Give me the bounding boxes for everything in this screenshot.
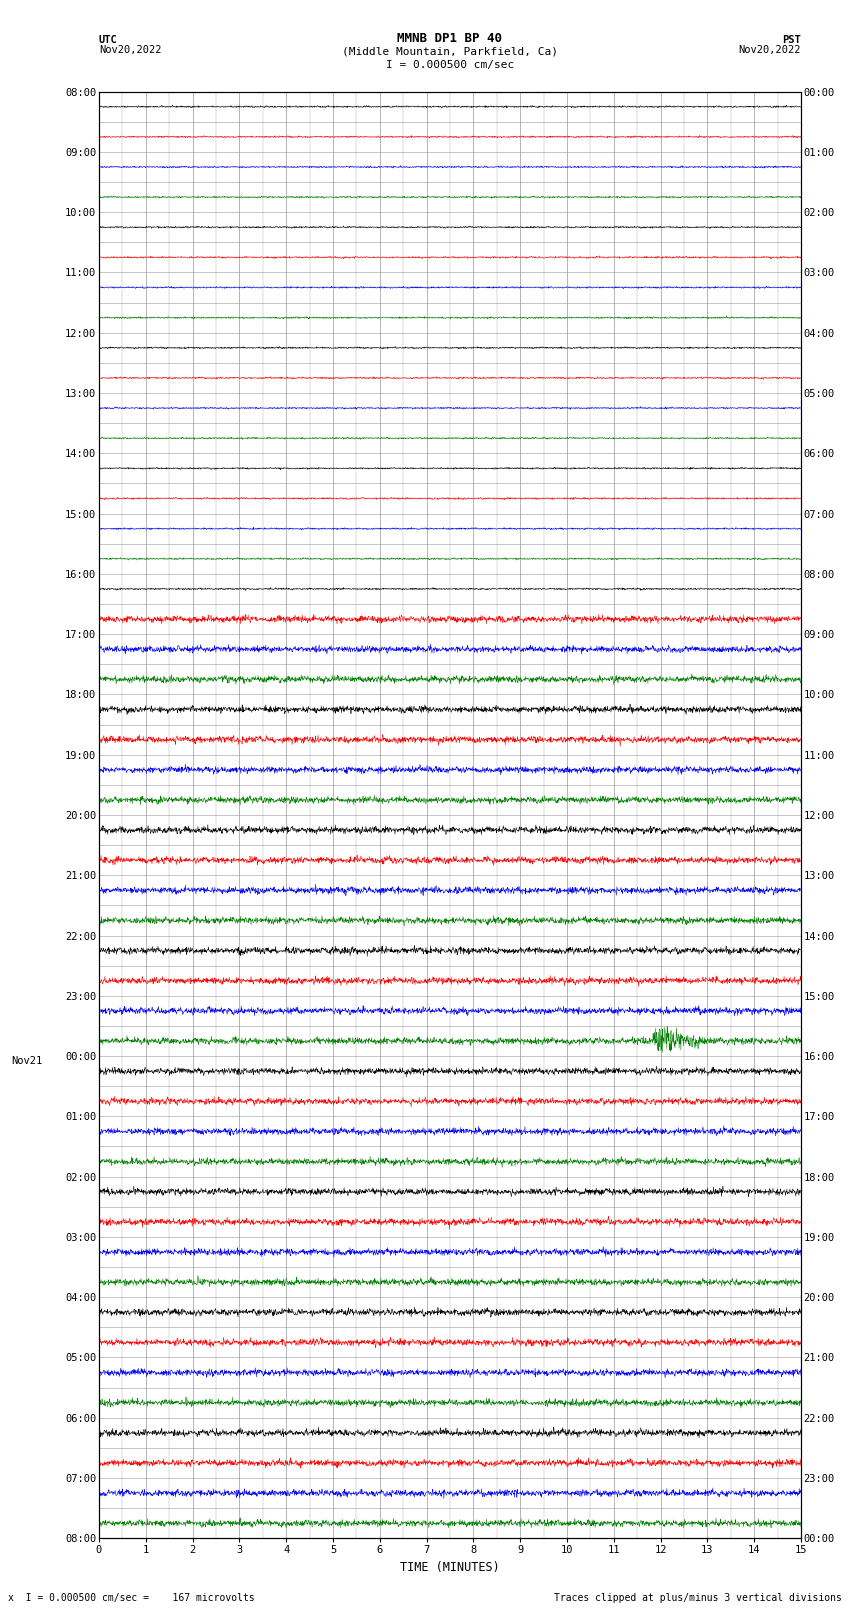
X-axis label: TIME (MINUTES): TIME (MINUTES) [400,1561,500,1574]
Text: x  I = 0.000500 cm/sec =    167 microvolts: x I = 0.000500 cm/sec = 167 microvolts [8,1594,255,1603]
Text: Traces clipped at plus/minus 3 vertical divisions: Traces clipped at plus/minus 3 vertical … [553,1594,842,1603]
Text: MMNB DP1 BP 40: MMNB DP1 BP 40 [398,32,502,45]
Text: Nov20,2022: Nov20,2022 [739,45,801,55]
Text: UTC: UTC [99,35,117,45]
Text: (Middle Mountain, Parkfield, Ca): (Middle Mountain, Parkfield, Ca) [342,47,558,56]
Text: I = 0.000500 cm/sec: I = 0.000500 cm/sec [386,60,514,69]
Text: Nov21: Nov21 [12,1057,43,1066]
Text: PST: PST [782,35,801,45]
Text: Nov20,2022: Nov20,2022 [99,45,162,55]
